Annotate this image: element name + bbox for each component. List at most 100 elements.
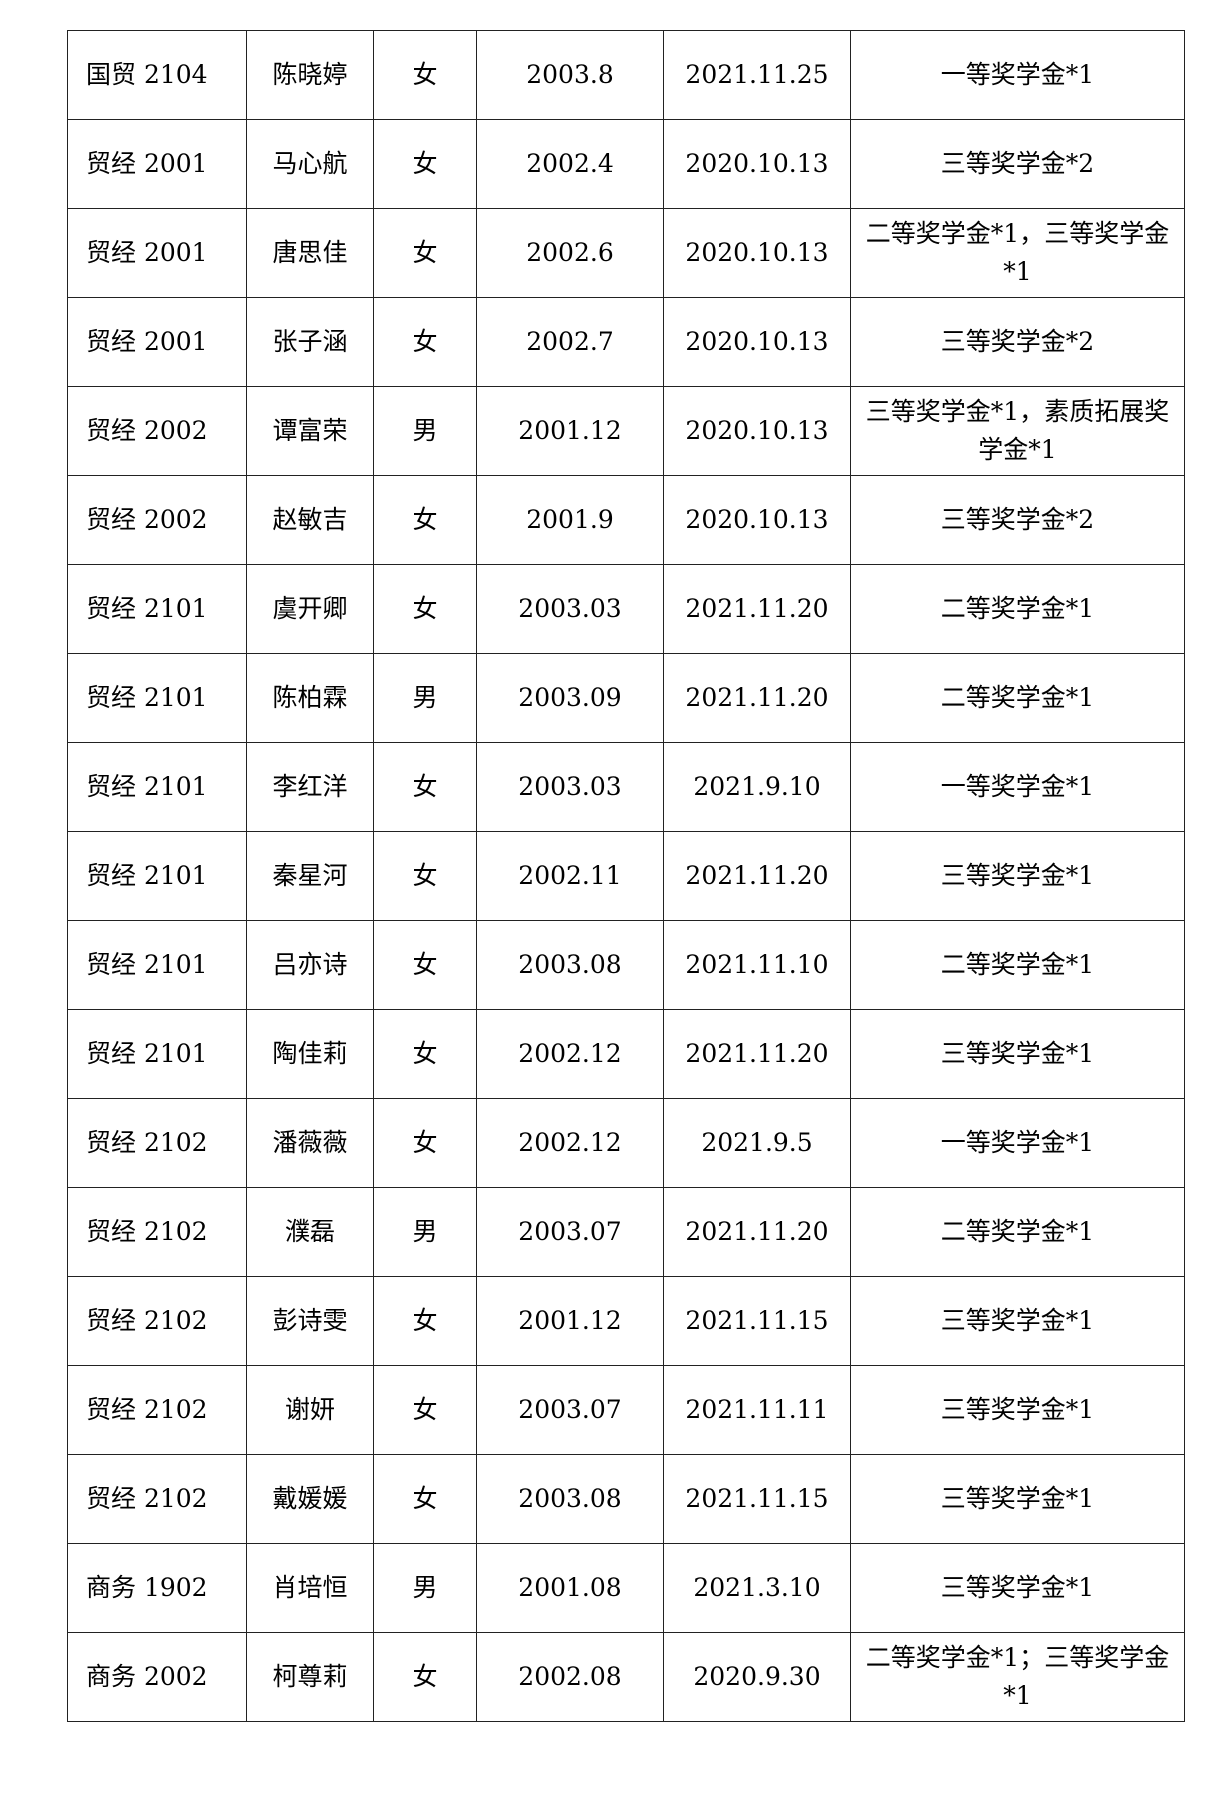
award-date-cell: 2021.11.10	[663, 920, 851, 1010]
gender-cell: 女	[373, 208, 477, 298]
gender-cell: 女	[373, 1365, 477, 1455]
table-row: 贸经 2001 唐思佳女 2002.6 2020.10.13 二等奖学金*1，三等奖学金…	[67, 208, 1185, 298]
award-cell: 三等奖学金*1	[850, 1543, 1185, 1633]
table-body: 国贸 2104 陈晓婷女 2003.8 2021.11.25 一等奖学金*1 贸经 200…	[67, 30, 1185, 1722]
birth-date-cell: 2002.4	[476, 119, 664, 209]
class-cell: 贸经 2102	[67, 1187, 247, 1277]
name-cell: 虞开卿	[246, 564, 374, 654]
table-row: 贸经 2102 戴媛媛女 2003.08 2021.11.15 三等奖学金*1	[67, 1454, 1185, 1544]
birth-date-cell: 2003.09	[476, 653, 664, 743]
name-cell: 吕亦诗	[246, 920, 374, 1010]
gender-cell: 女	[373, 831, 477, 921]
award-cell: 三等奖学金*1，素质拓展奖学金*1	[850, 386, 1185, 476]
gender-cell: 女	[373, 920, 477, 1010]
scholarship-table: 国贸 2104 陈晓婷女 2003.8 2021.11.25 一等奖学金*1 贸经 200…	[67, 30, 1185, 1722]
birth-date-cell: 2002.11	[476, 831, 664, 921]
table-row: 贸经 2102 潘薇薇女 2002.12 2021.9.5 一等奖学金*1	[67, 1098, 1185, 1188]
birth-date-cell: 2001.9	[476, 475, 664, 565]
class-cell: 贸经 2001	[67, 297, 247, 387]
table-row: 贸经 2102 彭诗雯女 2001.12 2021.11.15 三等奖学金*1	[67, 1276, 1185, 1366]
gender-cell: 女	[373, 1454, 477, 1544]
award-cell: 二等奖学金*1；三等奖学金*1	[850, 1632, 1185, 1722]
award-date-cell: 2021.3.10	[663, 1543, 851, 1633]
class-cell: 贸经 2101	[67, 920, 247, 1010]
table-row: 贸经 2101 李红洋女 2003.03 2021.9.10 一等奖学金*1	[67, 742, 1185, 832]
table-row: 贸经 2001 张子涵女 2002.7 2020.10.13 三等奖学金*2	[67, 297, 1185, 387]
award-date-cell: 2021.11.20	[663, 1187, 851, 1277]
class-cell: 贸经 2101	[67, 831, 247, 921]
name-cell: 李红洋	[246, 742, 374, 832]
name-cell: 濮磊	[246, 1187, 374, 1277]
name-cell: 陈柏霖	[246, 653, 374, 743]
award-date-cell: 2020.10.13	[663, 475, 851, 565]
award-date-cell: 2021.11.20	[663, 1009, 851, 1099]
class-cell: 贸经 2001	[67, 208, 247, 298]
gender-cell: 男	[373, 386, 477, 476]
award-cell: 二等奖学金*1，三等奖学金*1	[850, 208, 1185, 298]
class-cell: 贸经 2102	[67, 1276, 247, 1366]
birth-date-cell: 2003.07	[476, 1365, 664, 1455]
class-cell: 贸经 2001	[67, 119, 247, 209]
award-date-cell: 2020.10.13	[663, 297, 851, 387]
name-cell: 肖培恒	[246, 1543, 374, 1633]
gender-cell: 女	[373, 1009, 477, 1099]
birth-date-cell: 2002.12	[476, 1009, 664, 1099]
gender-cell: 女	[373, 1276, 477, 1366]
name-cell: 戴媛媛	[246, 1454, 374, 1544]
class-cell: 贸经 2002	[67, 386, 247, 476]
award-date-cell: 2021.9.10	[663, 742, 851, 832]
birth-date-cell: 2002.12	[476, 1098, 664, 1188]
gender-cell: 男	[373, 1543, 477, 1633]
table-row: 贸经 2102 谢妍女 2003.07 2021.11.11 三等奖学金*1	[67, 1365, 1185, 1455]
class-cell: 贸经 2101	[67, 742, 247, 832]
name-cell: 马心航	[246, 119, 374, 209]
name-cell: 谭富荣	[246, 386, 374, 476]
birth-date-cell: 2003.08	[476, 1454, 664, 1544]
class-cell: 国贸 2104	[67, 30, 247, 120]
birth-date-cell: 2001.12	[476, 1276, 664, 1366]
name-cell: 唐思佳	[246, 208, 374, 298]
table-row: 贸经 2101 陈柏霖男 2003.09 2021.11.20 二等奖学金*1	[67, 653, 1185, 743]
award-date-cell: 2021.11.20	[663, 653, 851, 743]
award-date-cell: 2021.11.25	[663, 30, 851, 120]
table-row: 国贸 2104 陈晓婷女 2003.8 2021.11.25 一等奖学金*1	[67, 30, 1185, 120]
name-cell: 陈晓婷	[246, 30, 374, 120]
table-row: 贸经 2101 吕亦诗女 2003.08 2021.11.10 二等奖学金*1	[67, 920, 1185, 1010]
award-cell: 三等奖学金*1	[850, 1365, 1185, 1455]
class-cell: 商务 1902	[67, 1543, 247, 1633]
award-cell: 一等奖学金*1	[850, 742, 1185, 832]
gender-cell: 女	[373, 1098, 477, 1188]
class-cell: 商务 2002	[67, 1632, 247, 1722]
award-cell: 二等奖学金*1	[850, 920, 1185, 1010]
award-cell: 三等奖学金*2	[850, 119, 1185, 209]
class-cell: 贸经 2101	[67, 564, 247, 654]
award-cell: 三等奖学金*1	[850, 1454, 1185, 1544]
name-cell: 陶佳莉	[246, 1009, 374, 1099]
name-cell: 秦星河	[246, 831, 374, 921]
award-date-cell: 2020.10.13	[663, 119, 851, 209]
award-date-cell: 2020.10.13	[663, 386, 851, 476]
name-cell: 张子涵	[246, 297, 374, 387]
birth-date-cell: 2002.08	[476, 1632, 664, 1722]
class-cell: 贸经 2002	[67, 475, 247, 565]
class-cell: 贸经 2101	[67, 1009, 247, 1099]
class-cell: 贸经 2101	[67, 653, 247, 743]
gender-cell: 女	[373, 564, 477, 654]
award-cell: 一等奖学金*1	[850, 30, 1185, 120]
birth-date-cell: 2001.12	[476, 386, 664, 476]
class-cell: 贸经 2102	[67, 1454, 247, 1544]
name-cell: 赵敏吉	[246, 475, 374, 565]
gender-cell: 女	[373, 30, 477, 120]
gender-cell: 男	[373, 653, 477, 743]
award-cell: 三等奖学金*1	[850, 1009, 1185, 1099]
table-row: 商务 1902 肖培恒男 2001.08 2021.3.10 三等奖学金*1	[67, 1543, 1185, 1633]
table-row: 贸经 2001 马心航女 2002.4 2020.10.13 三等奖学金*2	[67, 119, 1185, 209]
name-cell: 谢妍	[246, 1365, 374, 1455]
award-cell: 三等奖学金*2	[850, 475, 1185, 565]
table-row: 贸经 2002 赵敏吉女 2001.9 2020.10.13 三等奖学金*2	[67, 475, 1185, 565]
award-cell: 一等奖学金*1	[850, 1098, 1185, 1188]
award-date-cell: 2021.9.5	[663, 1098, 851, 1188]
table-row: 贸经 2002 谭富荣男 2001.12 2020.10.13 三等奖学金*1，素质拓展…	[67, 386, 1185, 476]
award-date-cell: 2021.11.20	[663, 564, 851, 654]
award-cell: 三等奖学金*1	[850, 831, 1185, 921]
